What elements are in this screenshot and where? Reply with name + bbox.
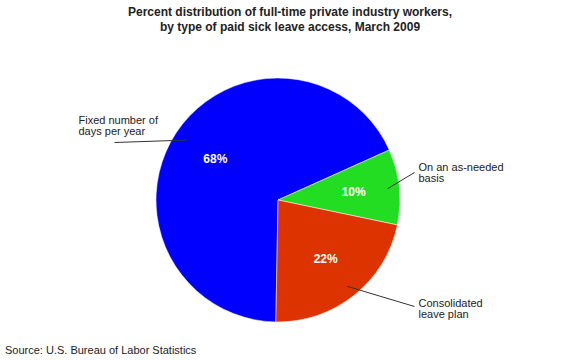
svg-text:68%: 68% bbox=[203, 152, 227, 166]
html-text:Percent distribution of full-t: Percent distribution of full-time privat… bbox=[128, 5, 452, 34]
svg-text:22%: 22% bbox=[314, 252, 338, 266]
svg-text:Consolidatedleave plan: Consolidatedleave plan bbox=[419, 297, 483, 320]
svg-text:Fixed number ofdays per year: Fixed number ofdays per year bbox=[79, 114, 159, 137]
svg-text:On an as-neededbasis: On an as-neededbasis bbox=[419, 161, 504, 184]
html-text:Source: U.S. Bureau of Labor S: Source: U.S. Bureau of Labor Statistics bbox=[5, 344, 197, 356]
svg-text:10%: 10% bbox=[342, 185, 366, 199]
